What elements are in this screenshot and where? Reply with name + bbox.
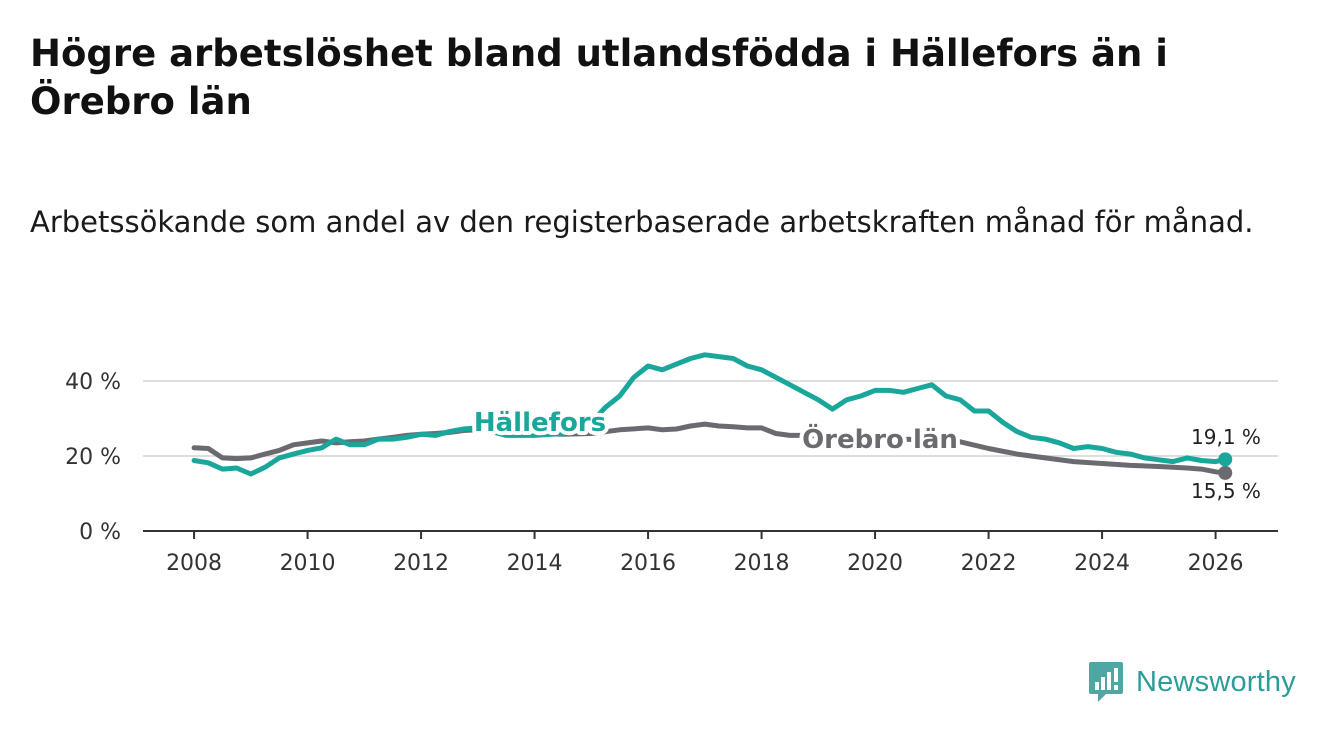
brand: Newsworthy	[1088, 660, 1296, 704]
x-tick-label: 2016	[620, 551, 676, 576]
y-tick-label: 0 %	[79, 520, 121, 545]
gridlines	[143, 380, 1278, 457]
x-tick-label: 2012	[393, 551, 449, 576]
series-line-hallefors	[191, 352, 1228, 477]
x-tick-label: 2026	[1188, 551, 1244, 576]
end-label-hallefors: 19,1 %	[1191, 425, 1261, 449]
end-label-orebro: 15,5 %	[1191, 479, 1261, 503]
end-point-hallefors	[1218, 452, 1233, 467]
series-lines	[191, 352, 1233, 480]
series-label-hallefors: Hällefors	[474, 408, 606, 438]
y-tick-label: 20 %	[65, 445, 121, 470]
x-tick-label: 2010	[280, 551, 336, 576]
x-tick-label: 2020	[847, 551, 903, 576]
chart-title: Högre arbetslöshet bland utlandsfödda i …	[30, 32, 1168, 123]
series-line-orebro	[191, 421, 1228, 476]
x-tick-label: 2008	[166, 551, 222, 576]
line-chart: 0 % 20 % 40 % 2008 2010 2012 2014 2016 2018 2020 2…	[65, 352, 1278, 576]
x-tick-label: 2018	[734, 551, 790, 576]
x-tick-label: 2024	[1074, 551, 1130, 576]
x-tick-label: 2022	[961, 551, 1017, 576]
y-tick-label: 40 %	[65, 370, 121, 395]
newsworthy-logo-icon	[1089, 662, 1123, 702]
end-point-orebro	[1218, 465, 1233, 480]
brand-name: Newsworthy	[1136, 665, 1296, 698]
series-labels: Hällefors Örebro län 19,1 % 15,5 %	[470, 404, 1264, 506]
axes: 0 % 20 % 40 % 2008 2010 2012 2014 2016 2018 2020 2…	[65, 370, 1278, 576]
chart-subtitle: Arbetssökande som andel av den registerb…	[30, 205, 1254, 239]
series-label-orebro: Örebro län	[802, 422, 958, 455]
x-tick-label: 2014	[507, 551, 563, 576]
